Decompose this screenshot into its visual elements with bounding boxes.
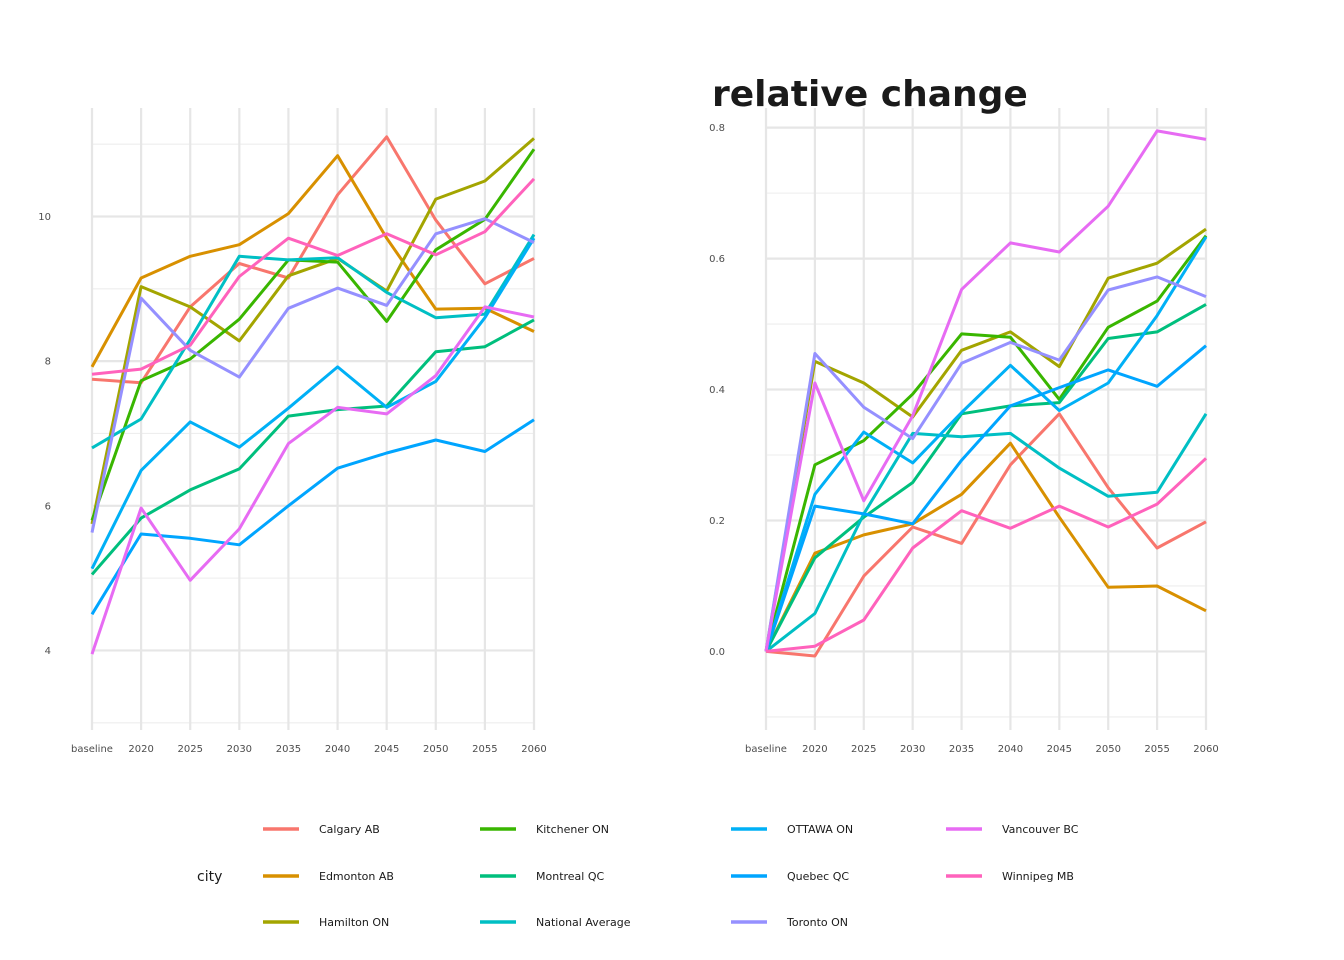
legend-item: Hamilton ON [263,916,389,929]
rel-series-line-calgary-ab [765,412,1207,658]
rel-x-tick-label: 2055 [1144,744,1169,755]
abs-x-tick-label: 2030 [227,744,252,755]
rel-x-tick-label: 2025 [851,744,876,755]
legend-item-label: Calgary AB [319,823,380,836]
rel-x-tick-label: 2045 [1047,744,1072,755]
relative-change-panel: 0.0 0.2 0.4 0.6 0.8 baseline 2020 2025 2030 2035 2… [709,74,1219,755]
legend-item: Toronto ON [731,916,848,929]
legend-item: Quebec QC [731,870,849,883]
abs-series-line-edmonton-ab [90,154,535,368]
rel-series-line-edmonton-ab [764,441,1207,653]
abs-y-tick-label: 4 [45,646,51,657]
legend-item-label: Hamilton ON [319,916,389,929]
rel-y-tick-label: 0.0 [709,647,725,658]
legend-item-label: National Average [536,916,631,929]
abs-series-line-hamilton-on [90,137,535,525]
rel-y-tick-labels: 0.0 0.2 0.4 0.6 0.8 [709,123,725,658]
rel-x-tick-label: 2020 [802,744,827,755]
rel-x-tick-labels: baseline 2020 2025 2030 2035 2040 2045 2050 2055… [745,744,1219,755]
rel-series-line-ottawa-on [764,236,1208,652]
legend-item-label: Winnipeg MB [1002,870,1074,883]
rel-series-line-montreal-qc [764,303,1207,653]
rel-series-line-vancouver-bc [764,129,1207,652]
rel-series-line-toronto-on [764,275,1207,652]
absolute-values-panel: 4 6 8 10 baseline 2020 2025 2030 2035 2040 2045 205… [38,108,547,755]
abs-series-line-ottawa-on [90,237,536,570]
legend-item: Edmonton AB [263,870,394,883]
legend-title: city [197,869,222,885]
legend-item-label: Vancouver BC [1002,823,1079,836]
legend-item: Calgary AB [263,823,380,836]
abs-x-tick-label: 2050 [423,744,448,755]
legend-item: Kitchener ON [480,823,609,836]
abs-y-tick-labels: 4 6 8 10 [38,212,51,657]
legend-item: OTTAWA ON [731,823,853,836]
rel-x-tick-label: 2030 [900,744,925,755]
rel-y-tick-label: 0.2 [709,516,725,527]
abs-x-tick-label: 2045 [374,744,399,755]
abs-x-tick-label: 2040 [325,744,350,755]
rel-series-lines [764,129,1208,658]
abs-x-tick-label: 2055 [472,744,497,755]
abs-series-line-toronto-on [90,217,535,533]
abs-y-tick-label: 10 [38,212,51,223]
legend-item-label: Quebec QC [787,870,849,883]
abs-x-tick-label: 2020 [128,744,153,755]
rel-grid [764,108,1208,730]
rel-y-tick-label: 0.6 [709,254,725,265]
legend-item: Vancouver BC [946,823,1079,836]
abs-series-line-calgary-ab [91,135,535,385]
rel-series-line-winnipeg-mb [765,457,1208,653]
abs-series-lines [90,135,536,655]
legend: city Calgary AB Edmonton AB Hamilton ON Kitc… [197,823,1079,929]
rel-series-line-hamilton-on [764,227,1207,652]
rel-y-tick-label: 0.8 [709,123,725,134]
rel-series-line-quebec-qc [764,344,1207,652]
abs-x-tick-label: 2025 [177,744,202,755]
rel-x-tick-label: 2050 [1095,744,1120,755]
legend-item-label: Kitchener ON [536,823,609,836]
legend-item-label: Edmonton AB [319,870,394,883]
legend-item-label: Montreal QC [536,870,605,883]
legend-item-label: OTTAWA ON [787,823,853,836]
rel-x-tick-label: baseline [745,744,787,755]
abs-series-line-national-average [91,233,536,450]
abs-y-tick-label: 8 [45,357,51,368]
abs-x-tick-label: 2060 [521,744,546,755]
legend-item-label: Toronto ON [786,916,848,929]
legend-item: Montreal QC [480,870,605,883]
rel-x-tick-label: 2040 [998,744,1023,755]
rel-x-tick-label: 2060 [1193,744,1218,755]
rel-series-line-kitchener-on [764,234,1208,652]
abs-y-tick-label: 6 [45,501,51,512]
abs-series-line-vancouver-bc [90,305,535,655]
legend-item: National Average [480,916,631,929]
rel-panel-title: relative change [712,74,1028,115]
abs-x-tick-labels: baseline 2020 2025 2030 2035 2040 2045 2050 2055… [71,744,547,755]
abs-series-line-quebec-qc [90,418,535,616]
rel-x-tick-label: 2035 [949,744,974,755]
abs-x-tick-label: 2035 [276,744,301,755]
abs-series-line-kitchener-on [90,148,536,521]
abs-x-tick-label: baseline [71,744,113,755]
abs-series-line-winnipeg-mb [91,177,536,376]
legend-item: Winnipeg MB [946,870,1074,883]
rel-y-tick-label: 0.4 [709,385,725,396]
